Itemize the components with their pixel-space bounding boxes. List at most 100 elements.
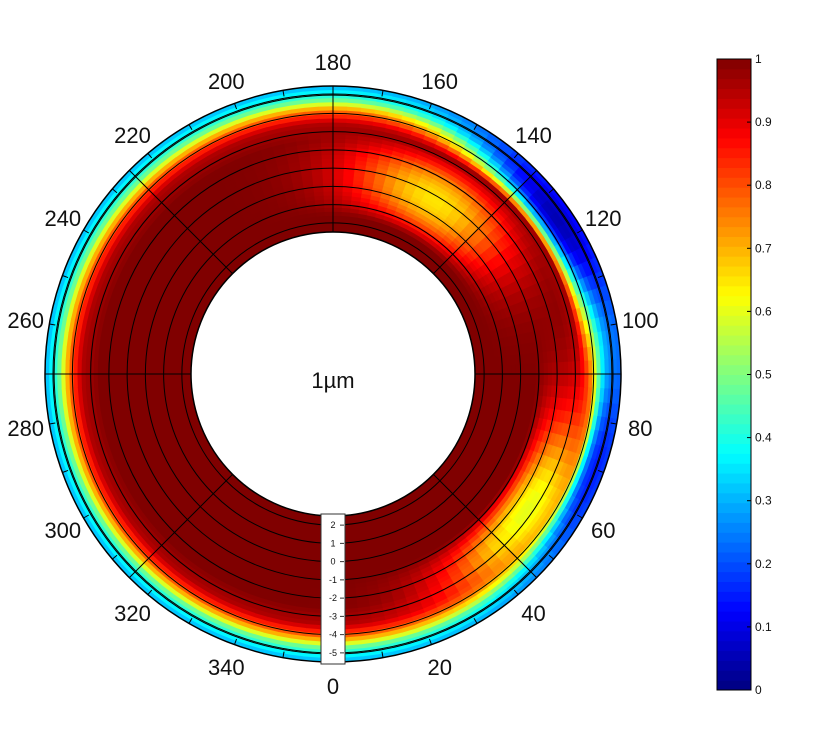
heat-cell [514, 432, 524, 446]
heat-cell [202, 571, 218, 584]
heat-cell [330, 97, 348, 103]
heat-cell [466, 424, 475, 436]
heat-cell [315, 101, 333, 107]
heat-cell [560, 420, 569, 437]
heat-cell [93, 361, 99, 377]
heat-cell [413, 152, 429, 163]
heat-cell [519, 548, 535, 564]
heat-cell [530, 350, 537, 364]
heat-cell [152, 502, 165, 517]
heat-cell [580, 258, 592, 277]
heat-cell [452, 157, 469, 170]
angle-tick-mark [381, 90, 384, 97]
heat-cell [361, 641, 380, 649]
heat-cell [80, 413, 88, 430]
heat-cell [414, 206, 427, 216]
heat-cell [472, 150, 489, 164]
heat-cell [503, 372, 509, 384]
heat-cell [212, 136, 230, 148]
heat-cell [50, 433, 60, 452]
heat-cell [439, 202, 453, 214]
heat-cell [191, 588, 208, 601]
heat-cell [140, 192, 156, 208]
heat-cell [280, 182, 294, 191]
heat-cell [530, 489, 543, 505]
heat-cell [418, 560, 433, 571]
heat-cell [498, 512, 512, 527]
heat-cell [236, 157, 252, 168]
heat-cell [284, 550, 297, 558]
heat-cell [482, 133, 501, 148]
heat-cell [182, 138, 200, 152]
heat-cell [289, 530, 301, 538]
heat-cell [545, 441, 555, 458]
heat-cell [238, 581, 254, 592]
heat-cell [237, 126, 255, 137]
heat-cell [125, 521, 140, 538]
heat-cell [369, 508, 380, 516]
angle-tick-mark [576, 229, 583, 234]
heat-cell [516, 527, 531, 543]
heat-cell [257, 518, 269, 528]
heat-cell [600, 327, 608, 346]
heat-cell [408, 129, 425, 140]
heat-cell [510, 491, 522, 506]
heat-cell [246, 563, 261, 573]
heat-cell [165, 311, 174, 324]
heat-cell [250, 624, 268, 634]
heat-cell [597, 267, 608, 287]
heat-cell [414, 110, 433, 121]
colorbar-swatch [717, 374, 751, 385]
colorbar-tick-label: 0.5 [755, 368, 772, 382]
heat-cell [575, 498, 588, 517]
heat-cell [265, 169, 280, 178]
heat-cell [487, 301, 497, 313]
heat-cell [137, 414, 146, 428]
heat-cell [534, 266, 545, 282]
colorbar-swatch [717, 226, 751, 237]
heat-cell [458, 583, 475, 596]
heat-cell [273, 647, 293, 656]
heat-cell [153, 374, 159, 386]
heat-cell [99, 243, 112, 261]
heat-cell [194, 609, 213, 622]
heat-cell [137, 149, 155, 165]
heat-cell [166, 575, 183, 590]
heat-cell [62, 302, 71, 321]
heat-cell [602, 297, 612, 316]
heat-cell [199, 110, 218, 123]
heat-cell [131, 502, 145, 518]
heat-cell [408, 600, 425, 610]
heat-cell [379, 543, 392, 551]
heat-cell [182, 381, 188, 392]
colorbar-swatch [717, 108, 751, 119]
heat-cell [556, 432, 566, 449]
heat-cell [547, 371, 553, 386]
heat-cell [517, 299, 527, 313]
heat-cell [511, 372, 517, 384]
heat-cell [56, 359, 62, 377]
heat-cell [169, 551, 185, 566]
heat-cell [507, 372, 513, 384]
heat-cell [51, 417, 60, 437]
heat-cell [117, 374, 123, 388]
heat-cell [229, 639, 249, 650]
heat-cell [408, 194, 422, 205]
heat-cell [587, 255, 599, 274]
heat-cell [89, 237, 102, 255]
heat-cell [607, 430, 616, 449]
heat-cell [313, 207, 325, 213]
heat-cell [477, 438, 487, 450]
heat-cell [512, 252, 524, 267]
heat-cell [275, 163, 290, 171]
heat-cell [441, 611, 460, 623]
heat-cell [232, 596, 249, 607]
heat-cell [513, 525, 528, 540]
heat-cell [322, 211, 333, 217]
heat-cell [493, 480, 505, 494]
heat-cell [502, 178, 517, 194]
heat-cell [259, 514, 271, 524]
heat-cell [570, 319, 578, 336]
heat-cell [281, 528, 293, 536]
heat-cell [143, 313, 152, 327]
